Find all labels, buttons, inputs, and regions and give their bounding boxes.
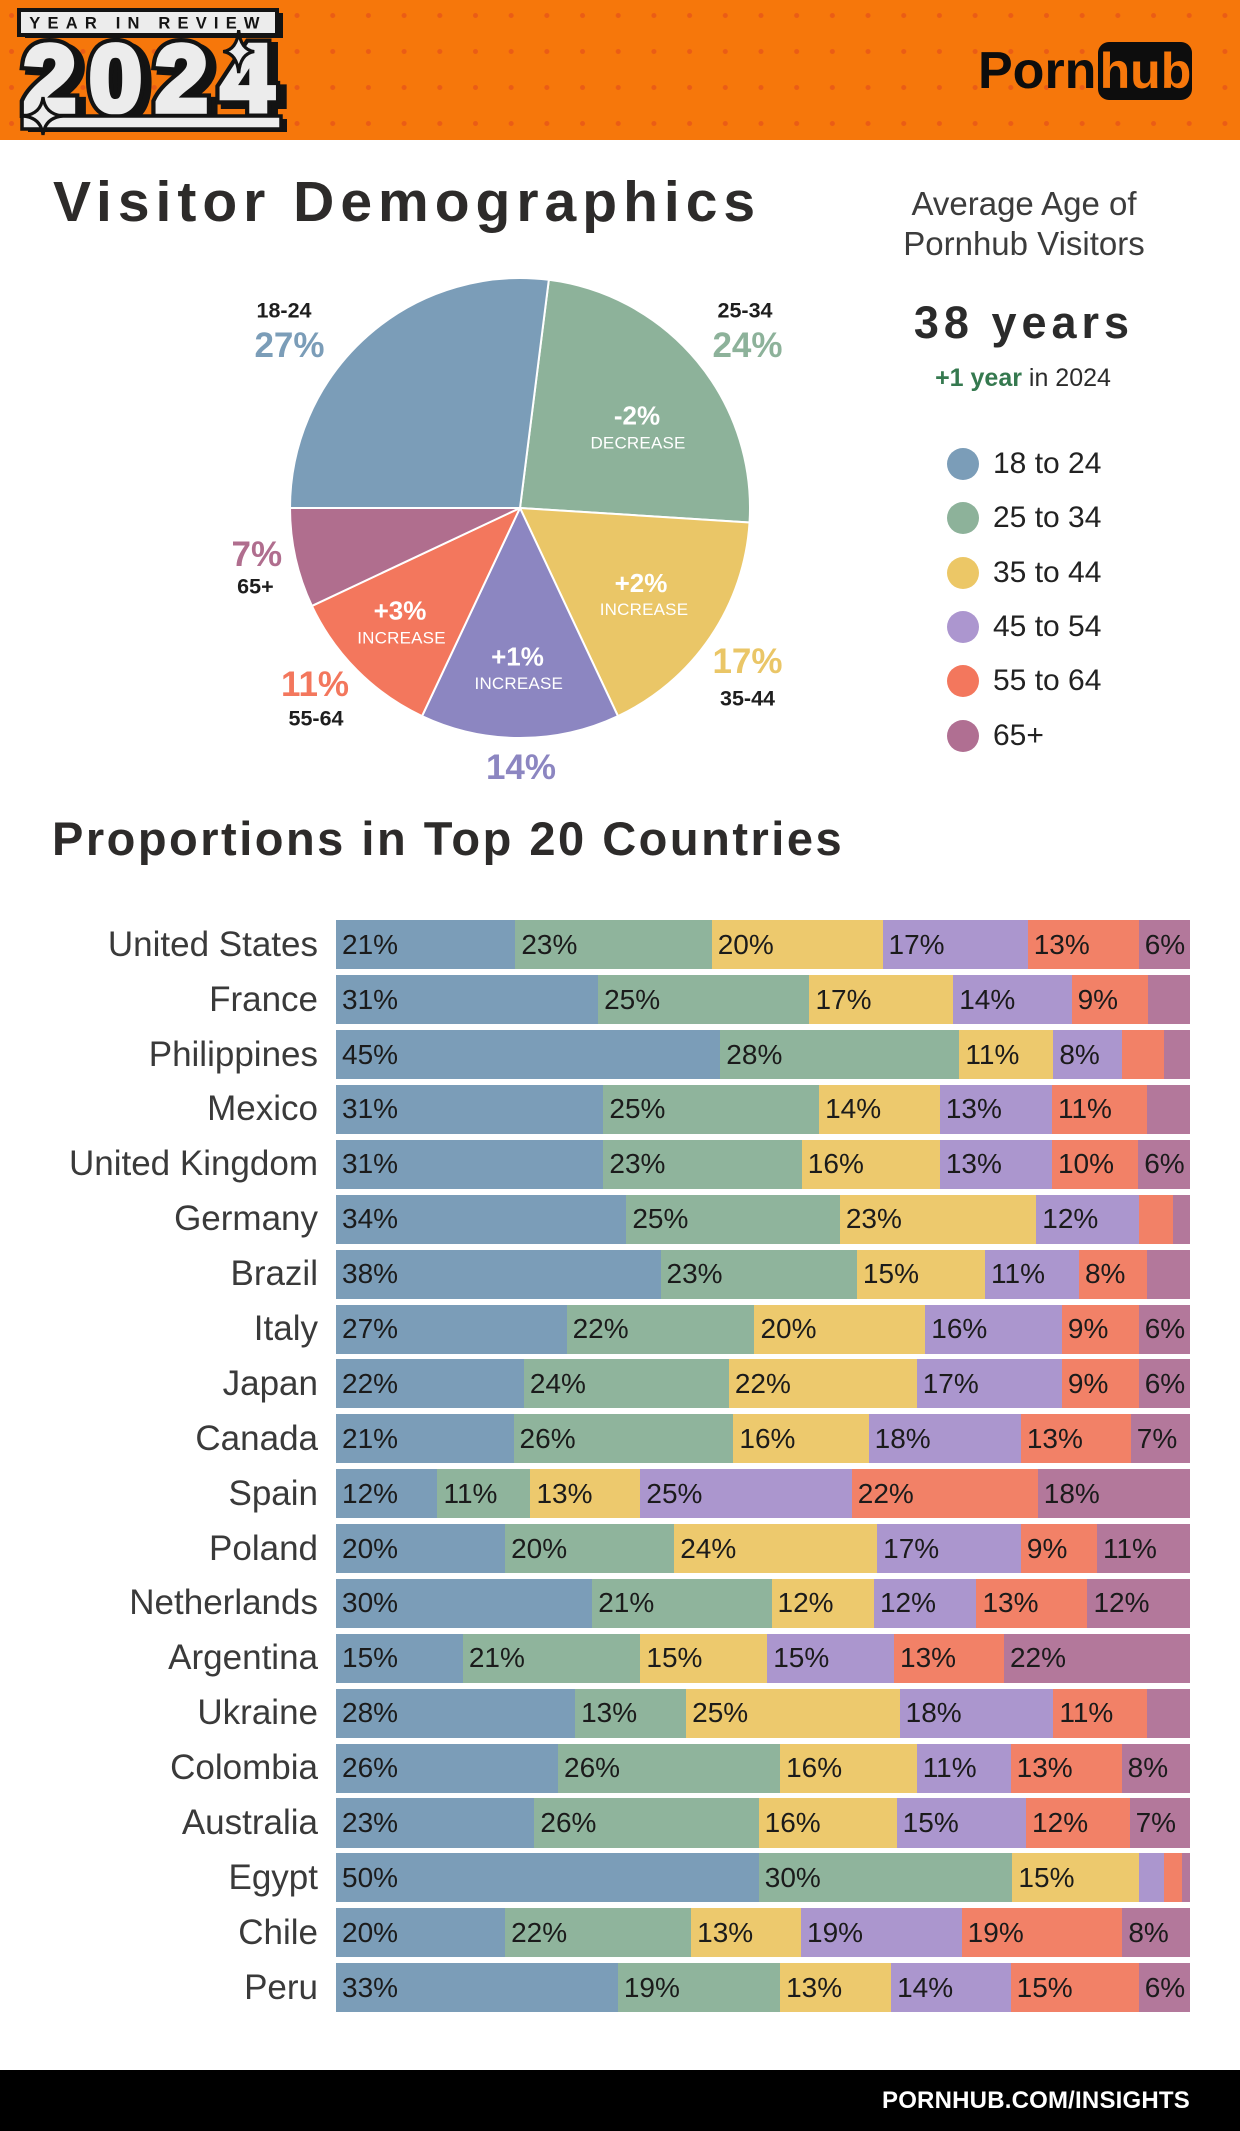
svg-text:+2%: +2% (615, 568, 668, 598)
svg-text:YEAR IN REVIEW: YEAR IN REVIEW (29, 15, 266, 33)
svg-text:INCREASE: INCREASE (600, 600, 689, 619)
svg-text:+3%: +3% (374, 595, 427, 625)
svg-text:DECREASE: DECREASE (590, 433, 685, 452)
svg-text:INCREASE: INCREASE (357, 629, 446, 648)
svg-text:INCREASE: INCREASE (475, 674, 564, 693)
svg-text:+1%: +1% (491, 641, 544, 671)
svg-text:-2%: -2% (614, 400, 660, 430)
